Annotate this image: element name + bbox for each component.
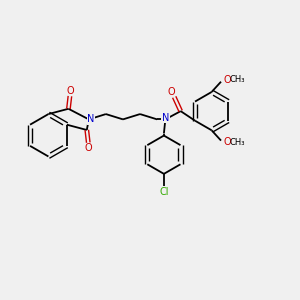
Text: O: O — [85, 142, 92, 153]
Text: CH₃: CH₃ — [230, 138, 245, 147]
Text: O: O — [66, 86, 74, 96]
Text: O: O — [224, 75, 231, 85]
Text: O: O — [224, 137, 231, 147]
Text: N: N — [162, 112, 169, 123]
Text: Cl: Cl — [159, 187, 169, 196]
Text: CH₃: CH₃ — [230, 75, 245, 84]
Text: N: N — [87, 114, 94, 124]
Text: O: O — [167, 87, 175, 97]
